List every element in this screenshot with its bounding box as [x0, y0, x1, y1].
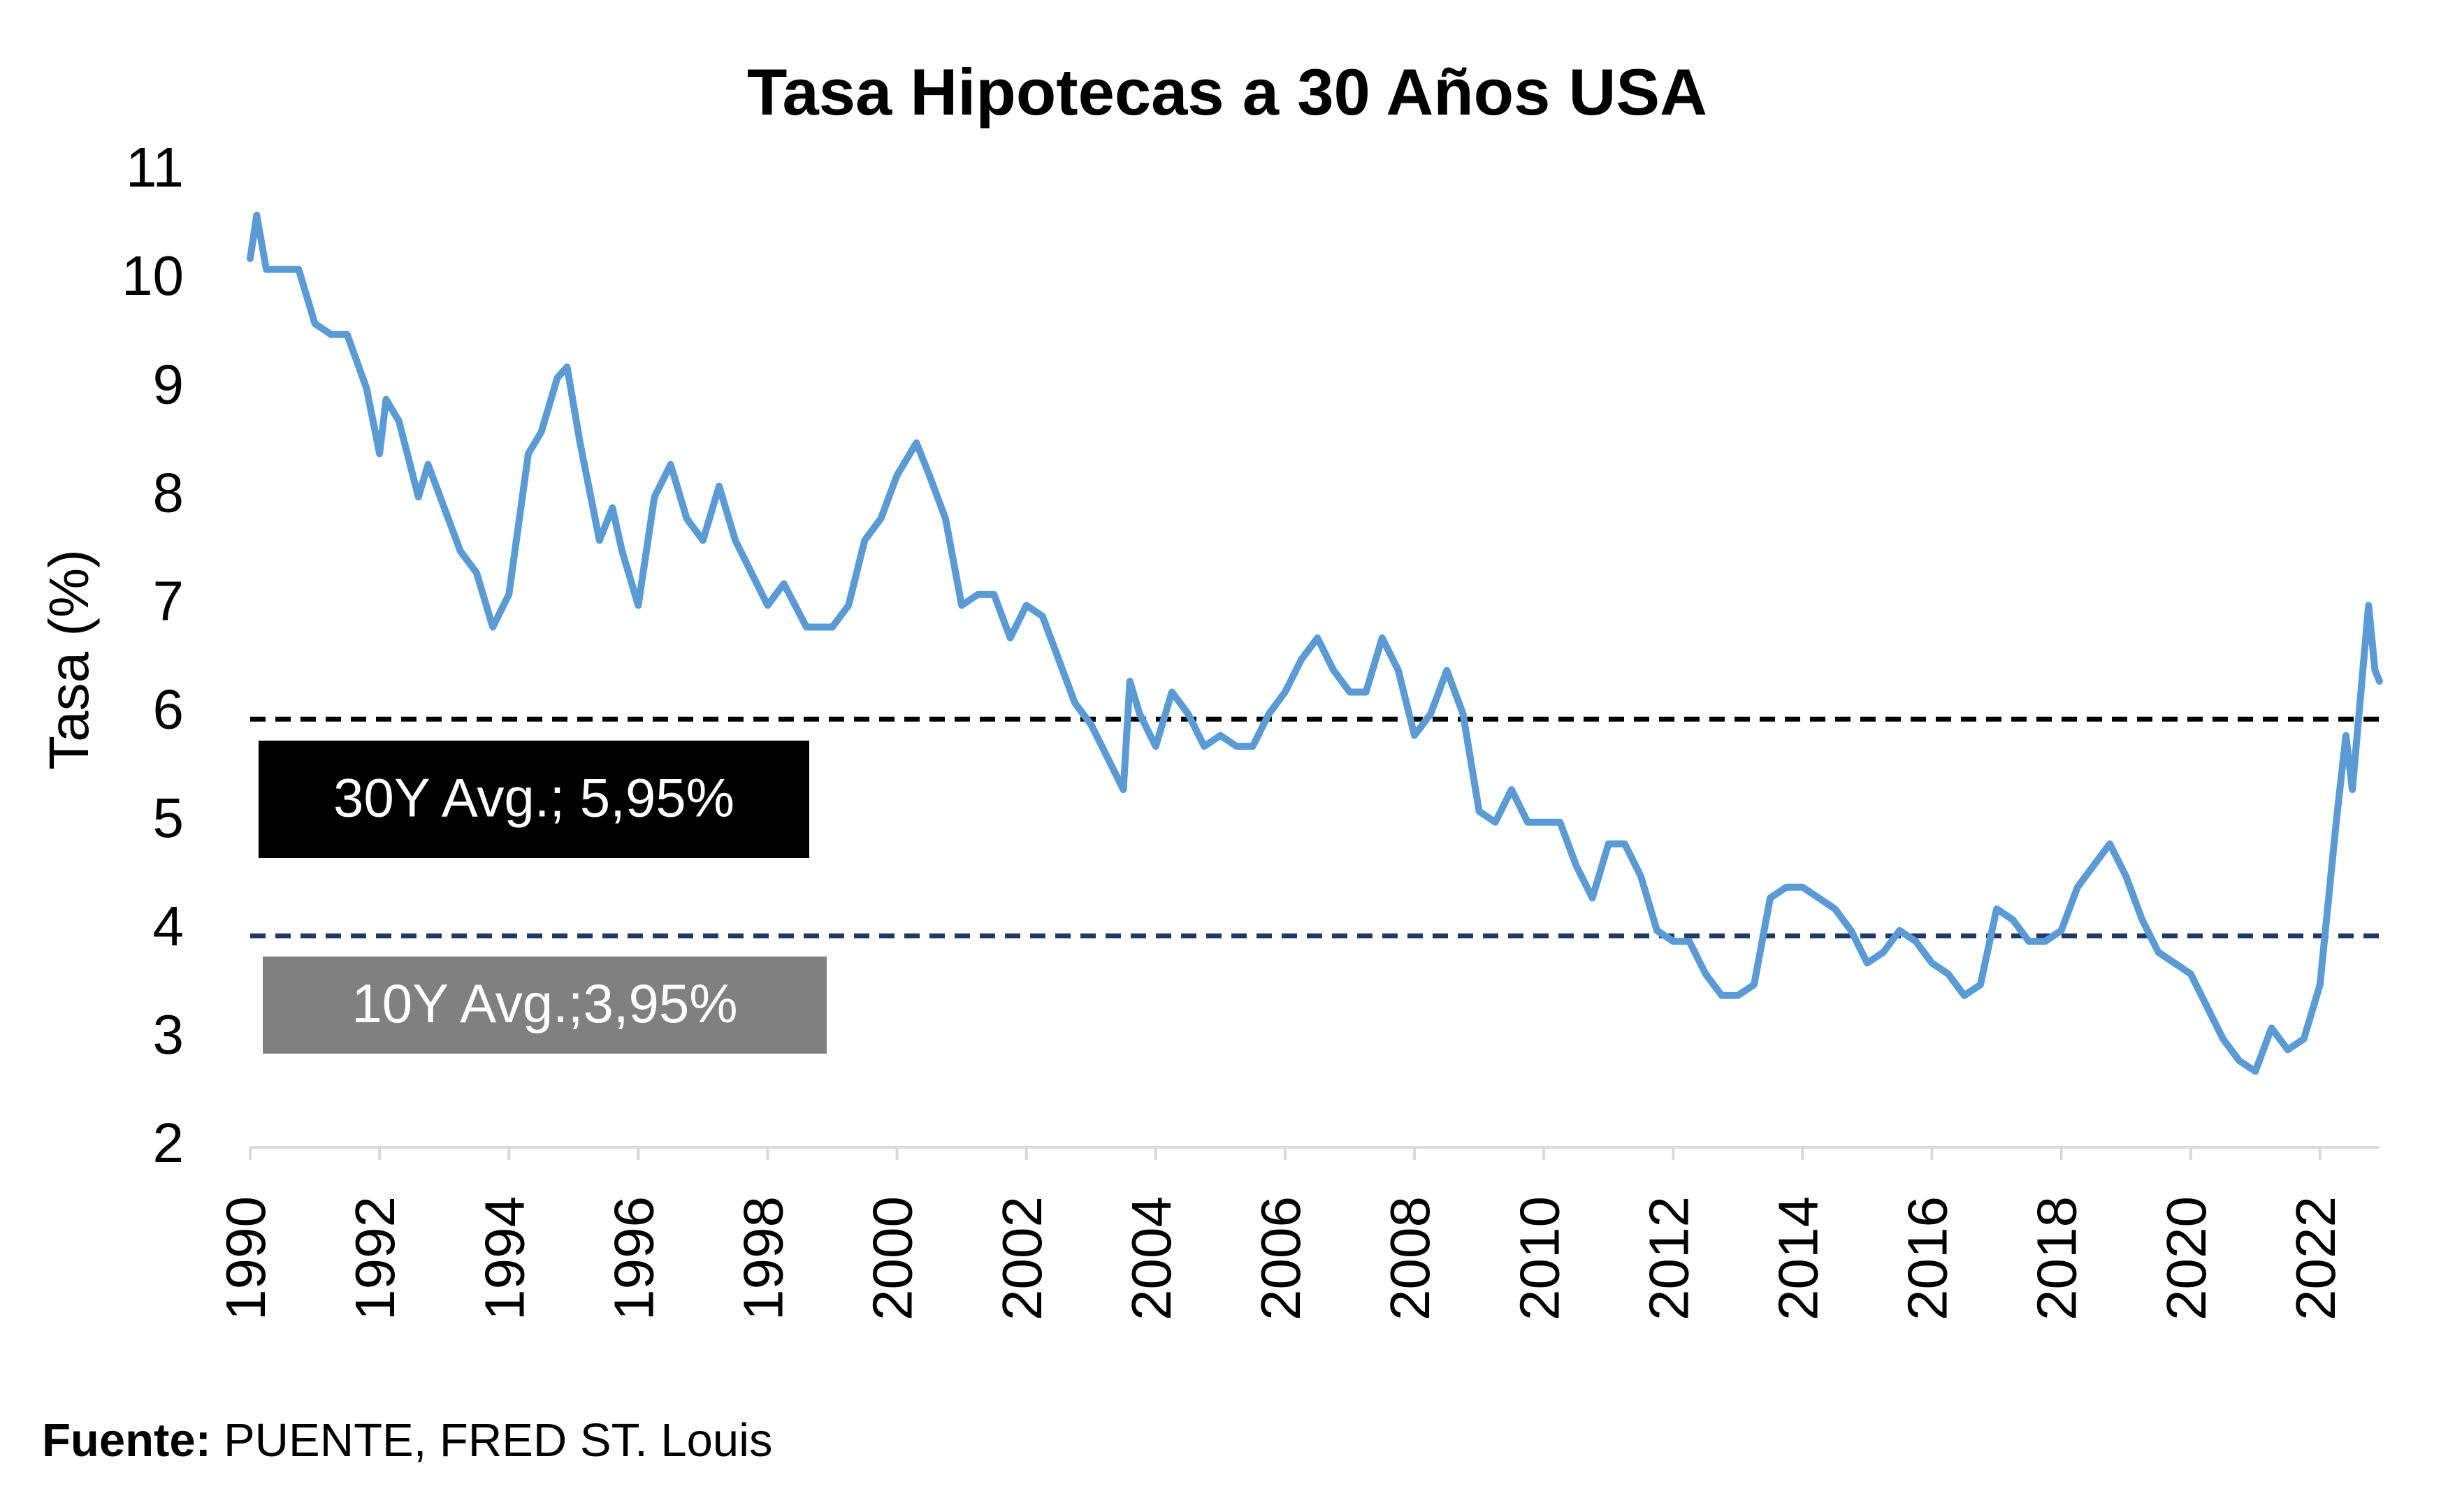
- y-tick-label: 7: [153, 570, 184, 632]
- x-tick-label: 2002: [991, 1196, 1053, 1321]
- chart-title: Tasa Hipotecas a 30 Años USA: [747, 55, 1707, 129]
- reference-box: [259, 741, 809, 858]
- y-tick-label: 5: [153, 787, 184, 849]
- x-tick-label: 2010: [1508, 1196, 1570, 1321]
- y-tick-label: 9: [153, 353, 184, 415]
- y-tick-label: 8: [153, 461, 184, 523]
- y-tick-label: 11: [126, 136, 184, 198]
- y-tick-label: 10: [122, 245, 184, 307]
- x-tick-label: 2006: [1250, 1196, 1312, 1321]
- x-tick-label: 2008: [1379, 1196, 1441, 1321]
- x-tick-label: 1994: [473, 1196, 535, 1321]
- x-tick-label: 1998: [732, 1196, 795, 1321]
- reference-label: 10Y Avg.;3,95%: [352, 973, 737, 1034]
- x-tick-label: 2016: [1897, 1196, 1959, 1321]
- x-tick-label: 2004: [1120, 1196, 1182, 1321]
- x-tick-label: 1992: [344, 1196, 406, 1321]
- reference-box: [263, 957, 827, 1054]
- source-text: PUENTE, FRED ST. Louis: [224, 1414, 773, 1467]
- source-label: Fuente:: [42, 1414, 211, 1467]
- x-tick-label: 2018: [2026, 1196, 2088, 1321]
- x-tick-label: 1990: [215, 1196, 277, 1321]
- data-line: [247, 212, 2383, 1075]
- reference-label: 30Y Avg.; 5,95%: [333, 767, 734, 829]
- x-tick-label: 1996: [602, 1196, 665, 1321]
- x-tick-label: 2022: [2284, 1196, 2347, 1321]
- y-tick-label: 3: [153, 1003, 184, 1066]
- y-tick-label: 2: [153, 1112, 184, 1174]
- y-axis-label: Tasa (%): [38, 549, 100, 770]
- y-tick-label: 6: [153, 678, 184, 741]
- x-tick-label: 2014: [1767, 1196, 1830, 1321]
- source: Fuente: PUENTE, FRED ST. Louis: [42, 1414, 773, 1467]
- y-tick-label: 4: [153, 895, 184, 957]
- x-tick-label: 2000: [862, 1196, 924, 1321]
- x-tick-label: 2012: [1637, 1196, 1700, 1321]
- x-tick-label: 2020: [2155, 1196, 2217, 1321]
